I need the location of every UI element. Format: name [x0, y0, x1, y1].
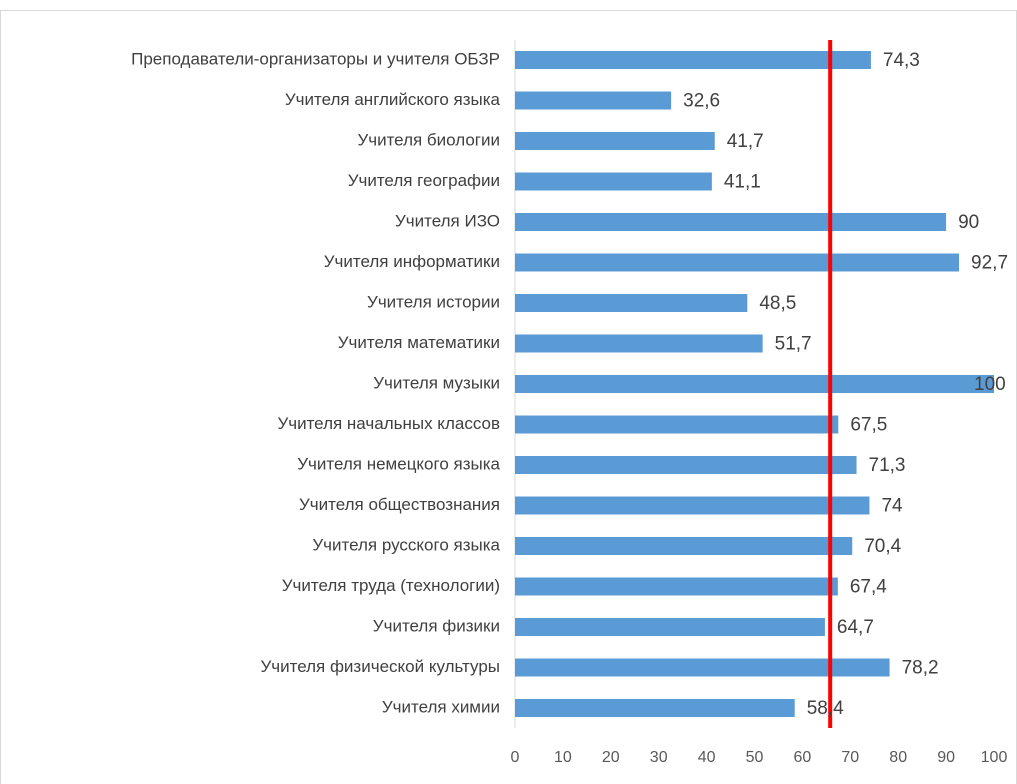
x-tick-label: 40	[698, 749, 716, 766]
bar	[515, 294, 748, 312]
category-label: Учителя истории	[367, 292, 500, 311]
bar	[515, 537, 853, 555]
x-tick-label: 90	[937, 749, 955, 766]
bar	[515, 415, 839, 434]
bar	[515, 213, 947, 231]
bar	[515, 334, 763, 353]
value-label: 74,3	[883, 50, 920, 71]
x-tick-label: 20	[602, 749, 620, 766]
value-label: 100	[974, 374, 1006, 395]
value-label: 41,7	[727, 131, 764, 152]
value-label: 67,4	[850, 577, 887, 598]
category-label: Учителя обществознания	[299, 495, 500, 514]
x-tick-label: 50	[746, 749, 764, 766]
bar	[515, 699, 795, 717]
bar	[515, 51, 871, 69]
bar	[515, 456, 857, 474]
category-label: Учителя английского языка	[285, 90, 501, 109]
x-tick-label: 100	[981, 749, 1008, 766]
category-label: Учителя географии	[348, 171, 500, 190]
category-label: Учителя начальных классов	[277, 414, 500, 433]
bar	[515, 618, 825, 636]
category-label: Учителя химии	[382, 697, 500, 716]
category-label: Преподаватели-организаторы и учителя ОБЗ…	[131, 49, 500, 68]
value-label: 64,7	[837, 617, 874, 638]
value-label: 67,5	[850, 415, 887, 436]
value-label: 71,3	[869, 455, 906, 476]
category-label: Учителя труда (технологии)	[282, 576, 500, 595]
value-label: 92,7	[971, 253, 1008, 274]
category-label: Учителя ИЗО	[395, 211, 500, 230]
category-label: Учителя немецкого языка	[297, 454, 500, 473]
x-tick-label: 80	[889, 749, 907, 766]
x-tick-label: 10	[554, 749, 572, 766]
value-label: 32,6	[683, 91, 720, 112]
value-label: 90	[958, 212, 979, 233]
bar	[515, 577, 838, 596]
x-tick-label: 30	[650, 749, 668, 766]
x-tick-label: 60	[794, 749, 812, 766]
category-label: Учителя биологии	[357, 130, 500, 149]
bar	[515, 253, 960, 272]
value-label: 48,5	[759, 293, 796, 314]
value-label: 51,7	[775, 334, 812, 355]
value-label: 58,4	[807, 698, 844, 719]
bar	[515, 172, 712, 191]
category-label: Учителя физики	[373, 616, 500, 635]
category-label: Учителя математики	[338, 333, 500, 352]
bar	[515, 91, 672, 110]
x-tick-label: 0	[511, 749, 520, 766]
category-label: Учителя музыки	[373, 373, 500, 392]
value-label: 41,1	[724, 172, 761, 193]
bar	[515, 375, 994, 393]
bar	[515, 658, 890, 677]
bar	[515, 132, 715, 150]
category-label: Учителя русского языка	[312, 535, 500, 554]
category-label: Учителя информатики	[324, 252, 500, 271]
value-label: 78,2	[902, 658, 939, 679]
category-label: Учителя физической культуры	[260, 657, 500, 676]
x-tick-label: 70	[841, 749, 859, 766]
value-label: 70,4	[864, 536, 901, 557]
bar	[515, 496, 870, 515]
value-label: 74	[881, 496, 903, 517]
